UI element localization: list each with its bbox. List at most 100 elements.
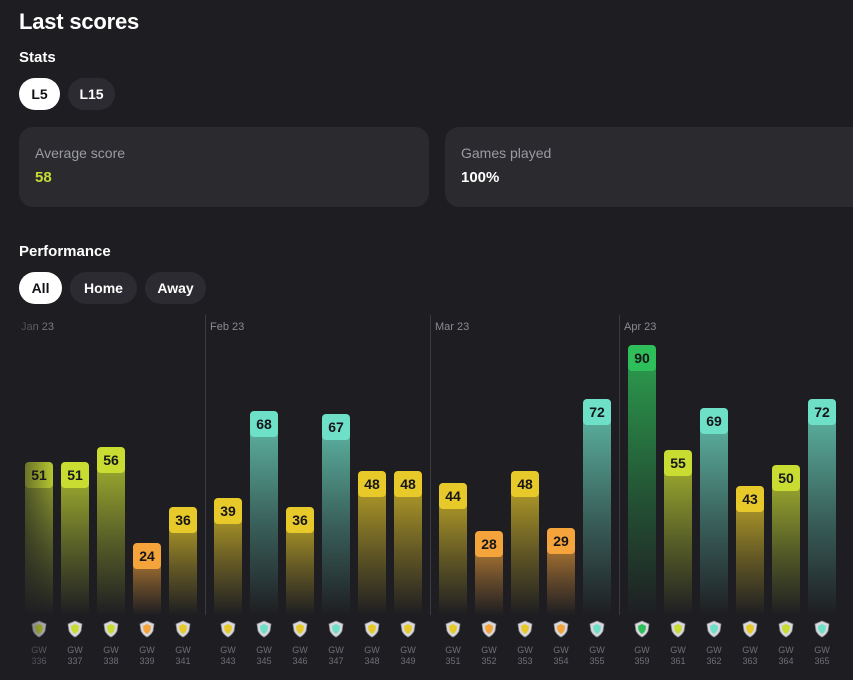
score-badge: 90 (628, 345, 656, 371)
gameweek-label: GW 348 (354, 645, 390, 667)
score-badge: 48 (394, 471, 422, 497)
club-crest-icon[interactable] (633, 620, 651, 638)
score-badge: 67 (322, 414, 350, 440)
filter-away[interactable]: Away (145, 272, 206, 304)
gameweek-label: GW 355 (579, 645, 615, 667)
month-label: Mar 23 (435, 321, 469, 333)
club-crest-icon[interactable] (66, 620, 84, 638)
stats-heading: Stats (19, 49, 56, 66)
gameweek-label: GW 353 (507, 645, 543, 667)
score-badge: 44 (439, 483, 467, 509)
club-crest-icon[interactable] (705, 620, 723, 638)
score-badge: 48 (358, 471, 386, 497)
club-crest-icon[interactable] (102, 620, 120, 638)
performance-heading: Performance (19, 243, 111, 260)
club-crest-icon[interactable] (219, 620, 237, 638)
month-label: Jan 23 (21, 321, 54, 333)
score-badge: 48 (511, 471, 539, 497)
gameweek-label: GW 347 (318, 645, 354, 667)
month-divider (619, 315, 620, 615)
score-bar[interactable] (61, 466, 89, 615)
performance-chart: Jan 23 Feb 23 Mar 23 Apr 23 51 GW 336 51 GW 337 56… (0, 315, 853, 680)
gameweek-label: GW 354 (543, 645, 579, 667)
score-badge: 43 (736, 486, 764, 512)
club-crest-icon[interactable] (813, 620, 831, 638)
score-badge: 29 (547, 528, 575, 554)
gameweek-label: GW 364 (768, 645, 804, 667)
filter-all[interactable]: All (19, 272, 62, 304)
gameweek-label: GW 365 (804, 645, 840, 667)
average-score-card: Average score 58 (19, 127, 429, 207)
club-crest-icon[interactable] (30, 620, 48, 638)
score-badge: 69 (700, 408, 728, 434)
score-badge: 72 (583, 399, 611, 425)
score-badge: 55 (664, 450, 692, 476)
stats-tabs: L5 L15 (19, 78, 115, 110)
club-crest-icon[interactable] (399, 620, 417, 638)
score-badge: 28 (475, 531, 503, 557)
club-crest-icon[interactable] (291, 620, 309, 638)
gameweek-label: GW 359 (624, 645, 660, 667)
club-crest-icon[interactable] (741, 620, 759, 638)
club-crest-icon[interactable] (138, 620, 156, 638)
average-score-value: 58 (35, 169, 413, 186)
gameweek-label: GW 336 (21, 645, 57, 667)
score-bar[interactable] (97, 451, 125, 615)
score-badge: 51 (25, 462, 53, 488)
club-crest-icon[interactable] (669, 620, 687, 638)
score-badge: 72 (808, 399, 836, 425)
club-crest-icon[interactable] (174, 620, 192, 638)
gameweek-label: GW 349 (390, 645, 426, 667)
games-played-label: Games played (461, 145, 837, 161)
games-played-value: 100% (461, 169, 837, 186)
month-divider (205, 315, 206, 615)
score-badge: 36 (169, 507, 197, 533)
gameweek-label: GW 351 (435, 645, 471, 667)
gameweek-label: GW 363 (732, 645, 768, 667)
score-bar[interactable] (583, 403, 611, 615)
gameweek-label: GW 361 (660, 645, 696, 667)
score-badge: 56 (97, 447, 125, 473)
club-crest-icon[interactable] (480, 620, 498, 638)
gameweek-label: GW 343 (210, 645, 246, 667)
month-label: Apr 23 (624, 321, 656, 333)
club-crest-icon[interactable] (777, 620, 795, 638)
score-bar[interactable] (700, 412, 728, 615)
score-badge: 51 (61, 462, 89, 488)
club-crest-icon[interactable] (516, 620, 534, 638)
filter-home[interactable]: Home (70, 272, 137, 304)
score-badge: 50 (772, 465, 800, 491)
page-title: Last scores (19, 9, 139, 35)
score-bar[interactable] (322, 418, 350, 615)
tab-l5[interactable]: L5 (19, 78, 60, 110)
gameweek-label: GW 346 (282, 645, 318, 667)
gameweek-label: GW 352 (471, 645, 507, 667)
gameweek-label: GW 362 (696, 645, 732, 667)
club-crest-icon[interactable] (588, 620, 606, 638)
month-label: Feb 23 (210, 321, 244, 333)
score-bar[interactable] (250, 415, 278, 615)
club-crest-icon[interactable] (444, 620, 462, 638)
gameweek-label: GW 341 (165, 645, 201, 667)
performance-filters: All Home Away (19, 272, 206, 304)
score-bar[interactable] (25, 466, 53, 615)
club-crest-icon[interactable] (255, 620, 273, 638)
month-divider (430, 315, 431, 615)
club-crest-icon[interactable] (552, 620, 570, 638)
score-badge: 68 (250, 411, 278, 437)
average-score-label: Average score (35, 145, 413, 161)
club-crest-icon[interactable] (363, 620, 381, 638)
gameweek-label: GW 339 (129, 645, 165, 667)
gameweek-label: GW 338 (93, 645, 129, 667)
score-bar[interactable] (808, 403, 836, 615)
games-played-card: Games played 100% (445, 127, 853, 207)
gameweek-label: GW 337 (57, 645, 93, 667)
score-bar[interactable] (664, 454, 692, 615)
score-badge: 36 (286, 507, 314, 533)
club-crest-icon[interactable] (327, 620, 345, 638)
score-badge: 24 (133, 543, 161, 569)
gameweek-label: GW 345 (246, 645, 282, 667)
score-badge: 39 (214, 498, 242, 524)
tab-l15[interactable]: L15 (68, 78, 115, 110)
score-bar[interactable] (628, 349, 656, 615)
